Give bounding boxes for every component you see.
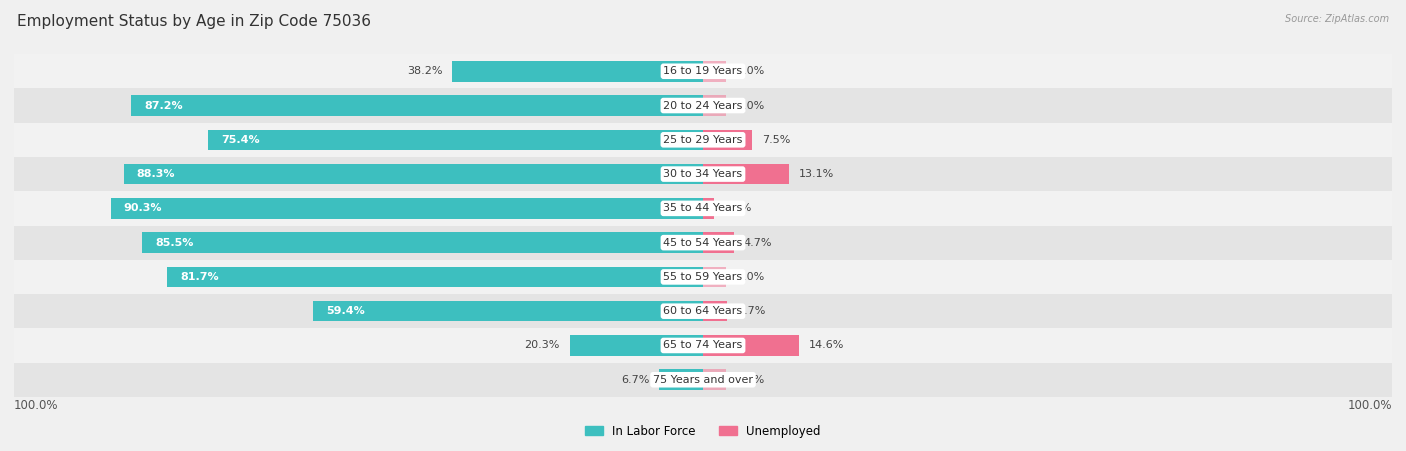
Text: 6.7%: 6.7% [621, 375, 650, 385]
Text: 81.7%: 81.7% [180, 272, 219, 282]
Text: 100.0%: 100.0% [14, 399, 59, 412]
Text: 14.6%: 14.6% [808, 341, 844, 350]
Bar [703, 301, 727, 322]
Bar [14, 226, 1392, 260]
Bar [14, 123, 1392, 157]
Bar [453, 61, 703, 82]
Text: Employment Status by Age in Zip Code 75036: Employment Status by Age in Zip Code 750… [17, 14, 371, 28]
Text: 38.2%: 38.2% [406, 66, 443, 76]
Text: 85.5%: 85.5% [155, 238, 194, 248]
Text: 20 to 24 Years: 20 to 24 Years [664, 101, 742, 110]
Text: 3.7%: 3.7% [737, 306, 765, 316]
Bar [14, 157, 1392, 191]
Text: 60 to 64 Years: 60 to 64 Years [664, 306, 742, 316]
Bar [14, 260, 1392, 294]
Text: 7.5%: 7.5% [762, 135, 790, 145]
Text: 75.4%: 75.4% [221, 135, 260, 145]
Text: 30 to 34 Years: 30 to 34 Years [664, 169, 742, 179]
Text: 65 to 74 Years: 65 to 74 Years [664, 341, 742, 350]
Text: 90.3%: 90.3% [124, 203, 162, 213]
Bar [703, 129, 752, 150]
Bar [111, 198, 703, 219]
Bar [703, 232, 734, 253]
Bar [208, 129, 703, 150]
Bar [14, 88, 1392, 123]
Text: 0.0%: 0.0% [735, 101, 763, 110]
Text: 0.0%: 0.0% [735, 66, 763, 76]
Bar [142, 232, 703, 253]
Text: 88.3%: 88.3% [136, 169, 176, 179]
Legend: In Labor Force, Unemployed: In Labor Force, Unemployed [581, 420, 825, 442]
Bar [167, 267, 703, 287]
Text: 45 to 54 Years: 45 to 54 Years [664, 238, 742, 248]
Text: 100.0%: 100.0% [1347, 399, 1392, 412]
Bar [314, 301, 703, 322]
Text: Source: ZipAtlas.com: Source: ZipAtlas.com [1285, 14, 1389, 23]
Bar [703, 95, 725, 116]
Text: 13.1%: 13.1% [799, 169, 834, 179]
Text: 25 to 29 Years: 25 to 29 Years [664, 135, 742, 145]
Text: 1.7%: 1.7% [724, 203, 752, 213]
Bar [14, 294, 1392, 328]
Text: 87.2%: 87.2% [143, 101, 183, 110]
Bar [131, 95, 703, 116]
Bar [569, 335, 703, 356]
Bar [14, 328, 1392, 363]
Text: 59.4%: 59.4% [326, 306, 366, 316]
Bar [703, 61, 725, 82]
Bar [703, 267, 725, 287]
Bar [14, 54, 1392, 88]
Bar [703, 164, 789, 184]
Bar [659, 369, 703, 390]
Text: 4.7%: 4.7% [744, 238, 772, 248]
Text: 75 Years and over: 75 Years and over [652, 375, 754, 385]
Bar [703, 369, 725, 390]
Text: 20.3%: 20.3% [524, 341, 560, 350]
Bar [14, 191, 1392, 226]
Text: 55 to 59 Years: 55 to 59 Years [664, 272, 742, 282]
Text: 16 to 19 Years: 16 to 19 Years [664, 66, 742, 76]
Bar [14, 363, 1392, 397]
Bar [124, 164, 703, 184]
Text: 0.0%: 0.0% [735, 375, 763, 385]
Bar [703, 335, 799, 356]
Text: 35 to 44 Years: 35 to 44 Years [664, 203, 742, 213]
Bar [703, 198, 714, 219]
Text: 0.0%: 0.0% [735, 272, 763, 282]
